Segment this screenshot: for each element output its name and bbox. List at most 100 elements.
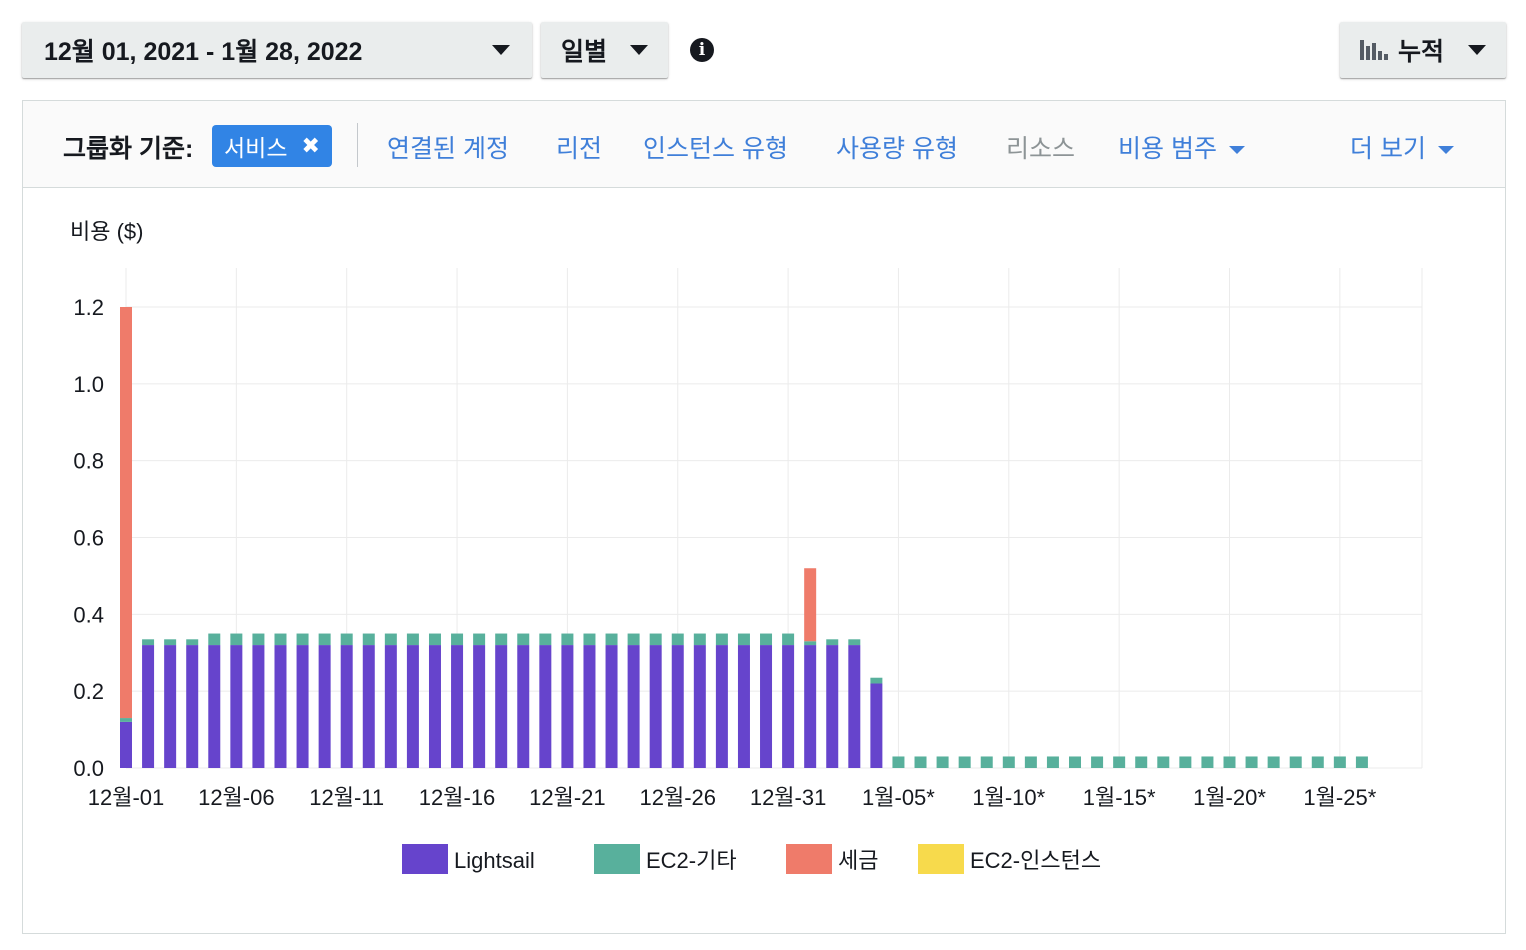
bar-segment[interactable] (274, 645, 287, 768)
bar-segment[interactable] (1289, 756, 1302, 768)
bar-segment[interactable] (208, 633, 221, 646)
bar-segment[interactable] (649, 633, 662, 646)
bar-segment[interactable] (715, 633, 728, 646)
bar-segment[interactable] (760, 645, 773, 768)
bar-segment[interactable] (451, 633, 464, 646)
granularity-dropdown[interactable]: 일별 (541, 22, 668, 78)
bar-segment[interactable] (318, 633, 331, 646)
bar-segment[interactable] (1113, 756, 1126, 768)
bar-segment[interactable] (1245, 756, 1258, 768)
bar-segment[interactable] (1223, 756, 1236, 768)
legend-item[interactable]: 세금 (786, 844, 878, 874)
bar-segment[interactable] (826, 639, 839, 646)
bar-segment[interactable] (1046, 756, 1059, 768)
group-option-cost-category[interactable]: 비용 범주 (1118, 129, 1245, 165)
legend-item[interactable]: EC2-기타 (594, 844, 737, 874)
bar-segment[interactable] (274, 633, 287, 646)
info-icon[interactable]: i (690, 38, 714, 62)
bar-segment[interactable] (627, 633, 640, 646)
bar-segment[interactable] (1333, 756, 1346, 768)
bar-segment[interactable] (1311, 756, 1324, 768)
bar-segment[interactable] (1179, 756, 1192, 768)
bar-segment[interactable] (1267, 756, 1280, 768)
bar-segment[interactable] (120, 721, 132, 768)
bar-segment[interactable] (340, 645, 353, 768)
bar-segment[interactable] (649, 645, 662, 768)
bar-segment[interactable] (693, 645, 706, 768)
bar-segment[interactable] (848, 639, 861, 646)
bar-segment[interactable] (782, 645, 795, 768)
bar-segment[interactable] (1157, 756, 1170, 768)
bar-segment[interactable] (715, 645, 728, 768)
bar-segment[interactable] (605, 645, 618, 768)
bar-segment[interactable] (737, 633, 750, 646)
bar-segment[interactable] (892, 756, 905, 768)
bar-segment[interactable] (186, 645, 199, 768)
more-options-dropdown[interactable]: 더 보기 (1350, 129, 1454, 165)
bar-segment[interactable] (561, 633, 574, 646)
bar-segment[interactable] (1091, 756, 1104, 768)
bar-segment[interactable] (473, 633, 486, 646)
group-option-usage-type[interactable]: 사용량 유형 (836, 135, 958, 163)
legend-item[interactable]: EC2-인스턴스 (918, 844, 1101, 874)
group-option-linked-account[interactable]: 연결된 계정 (387, 135, 509, 163)
bar-segment[interactable] (495, 645, 508, 768)
bar-segment[interactable] (914, 756, 927, 768)
bar-segment[interactable] (561, 645, 574, 768)
bar-segment[interactable] (539, 645, 552, 768)
bar-segment[interactable] (517, 633, 530, 646)
bar-segment[interactable] (495, 633, 508, 646)
bar-segment[interactable] (362, 645, 375, 768)
bar-segment[interactable] (208, 645, 221, 768)
bar-segment[interactable] (142, 639, 155, 646)
bar-segment[interactable] (428, 633, 441, 646)
bar-segment[interactable] (517, 645, 530, 768)
group-option-region[interactable]: 리전 (556, 135, 603, 163)
bar-segment[interactable] (1024, 756, 1037, 768)
bar-segment[interactable] (605, 633, 618, 646)
close-icon[interactable]: ✖ (301, 133, 320, 158)
bar-segment[interactable] (1002, 756, 1015, 768)
bar-segment[interactable] (473, 645, 486, 768)
bar-segment[interactable] (406, 633, 419, 646)
bar-segment[interactable] (164, 645, 177, 768)
bar-segment[interactable] (384, 633, 397, 646)
bar-segment[interactable] (252, 645, 265, 768)
bar-segment[interactable] (186, 639, 199, 646)
bar-segment[interactable] (760, 633, 773, 646)
bar-segment[interactable] (230, 633, 243, 646)
bar-segment[interactable] (1355, 756, 1368, 768)
bar-segment[interactable] (583, 645, 596, 768)
bar-segment[interactable] (296, 645, 309, 768)
bar-segment[interactable] (693, 633, 706, 646)
bar-segment[interactable] (428, 645, 441, 768)
bar-segment[interactable] (671, 633, 684, 646)
bar-segment[interactable] (1201, 756, 1214, 768)
bar-segment[interactable] (870, 683, 883, 768)
bar-segment[interactable] (848, 645, 861, 768)
bar-segment[interactable] (671, 645, 684, 768)
bar-segment[interactable] (980, 756, 993, 768)
bar-segment[interactable] (826, 645, 839, 768)
bar-segment[interactable] (936, 756, 949, 768)
group-by-chip-service[interactable]: 서비스 ✖ (212, 125, 332, 167)
date-range-picker[interactable]: 12월 01, 2021 - 1월 28, 2022 (22, 22, 532, 78)
legend-item[interactable]: Lightsail (402, 844, 535, 874)
bar-segment[interactable] (252, 633, 265, 646)
bar-segment[interactable] (958, 756, 971, 768)
bar-segment[interactable] (782, 633, 795, 646)
bar-segment[interactable] (340, 633, 353, 646)
bar-segment[interactable] (362, 633, 375, 646)
bar-segment[interactable] (1135, 756, 1148, 768)
bar-segment[interactable] (120, 718, 132, 722)
bar-segment[interactable] (804, 645, 817, 768)
bar-segment[interactable] (384, 645, 397, 768)
bar-segment[interactable] (318, 645, 331, 768)
chart-style-dropdown[interactable]: 누적 (1340, 22, 1506, 78)
bar-segment[interactable] (120, 307, 132, 719)
bar-segment[interactable] (539, 633, 552, 646)
bar-segment[interactable] (737, 645, 750, 768)
bar-segment[interactable] (296, 633, 309, 646)
group-option-instance-type[interactable]: 인스턴스 유형 (643, 135, 788, 163)
bar-segment[interactable] (406, 645, 419, 768)
